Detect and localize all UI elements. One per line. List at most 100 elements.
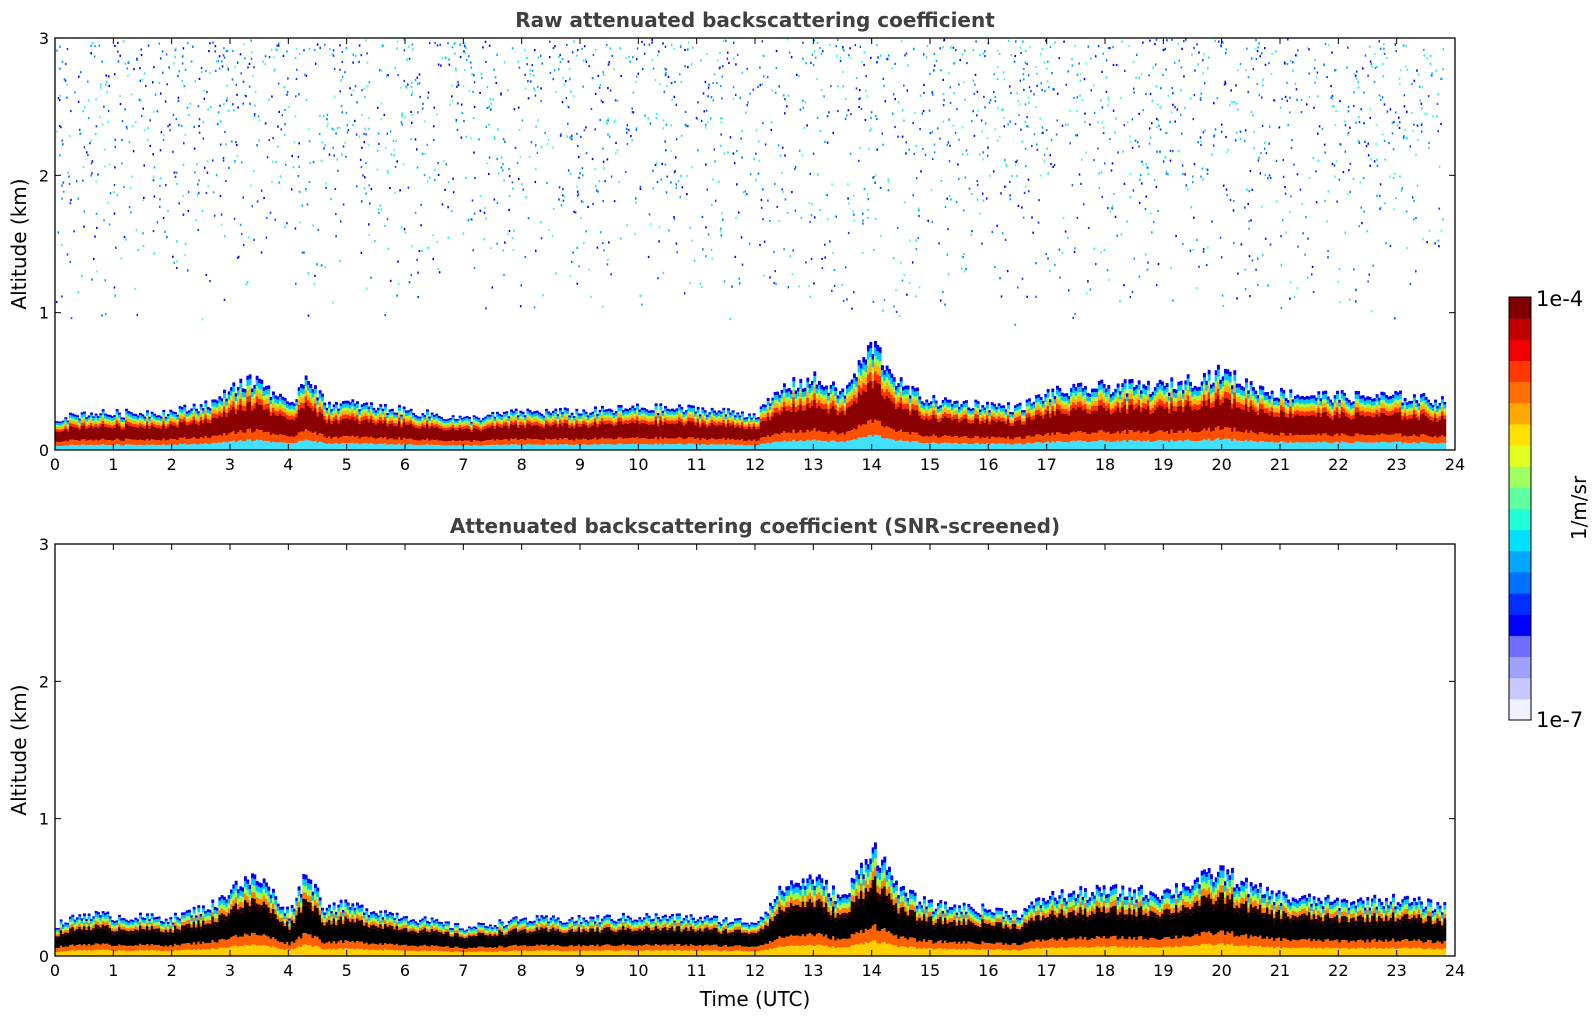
noise-speck: [1089, 123, 1091, 126]
profile-column: [330, 910, 334, 956]
noise-speck: [1383, 139, 1386, 142]
noise-speck: [419, 95, 421, 99]
noise-speck: [585, 230, 587, 233]
noise-speck: [1335, 160, 1338, 163]
noise-speck: [1222, 304, 1225, 307]
noise-speck: [77, 100, 80, 103]
noise-speck: [979, 54, 981, 57]
noise-speck: [569, 136, 571, 139]
noise-speck: [1423, 54, 1426, 57]
profile-column: [421, 918, 425, 956]
noise-speck: [1343, 120, 1346, 123]
noise-speck: [1036, 143, 1038, 146]
noise-speck: [720, 227, 722, 230]
noise-speck: [1122, 150, 1124, 153]
profile-column: [1392, 394, 1395, 450]
noise-speck: [761, 188, 764, 191]
noise-speck: [332, 146, 334, 149]
noise-speck: [982, 52, 984, 55]
noise-speck: [1003, 78, 1006, 81]
noise-speck: [859, 45, 862, 48]
profile-column: [1303, 397, 1307, 450]
noise-speck: [1379, 207, 1381, 211]
noise-speck: [384, 314, 386, 317]
noise-speck: [1090, 57, 1092, 60]
noise-speck: [567, 60, 570, 63]
profile-column: [524, 415, 527, 450]
profile-column: [295, 399, 299, 450]
colorbar-step: [1509, 635, 1531, 658]
noise-speck: [981, 130, 983, 133]
noise-speck: [1101, 121, 1104, 124]
noise-speck: [114, 44, 116, 47]
noise-speck: [1264, 173, 1266, 177]
noise-speck: [225, 143, 227, 146]
noise-speck: [525, 196, 528, 199]
noise-speck: [1156, 125, 1158, 128]
noise-speck: [1017, 204, 1020, 207]
noise-speck: [775, 282, 777, 285]
noise-speck: [1112, 63, 1115, 67]
noise-speck: [127, 74, 129, 77]
profile-column: [556, 414, 560, 450]
noise-speck: [994, 265, 996, 268]
noise-speck: [1284, 95, 1287, 98]
noise-speck: [513, 108, 516, 111]
profile-column: [552, 410, 555, 450]
noise-speck: [764, 143, 767, 146]
noise-speck: [56, 49, 58, 52]
noise-speck: [713, 73, 716, 76]
profile-column: [143, 918, 147, 956]
profile-column: [407, 410, 411, 450]
noise-speck: [762, 122, 764, 125]
profile-column: [601, 918, 604, 956]
profile-column: [463, 930, 467, 956]
noise-speck: [705, 109, 708, 112]
noise-speck: [798, 75, 800, 78]
noise-speck: [957, 163, 959, 166]
noise-speck: [876, 61, 878, 64]
profile-column: [657, 413, 660, 450]
noise-speck: [907, 64, 909, 67]
noise-speck: [59, 99, 61, 102]
profile-column: [297, 886, 301, 956]
profile-column: [647, 410, 651, 450]
noise-speck: [397, 74, 399, 77]
noise-speck: [1249, 170, 1252, 173]
noise-speck: [870, 116, 872, 119]
noise-speck: [819, 129, 822, 133]
noise-speck: [1330, 85, 1332, 88]
noise-speck: [164, 100, 167, 103]
noise-speck: [1364, 54, 1367, 57]
noise-speck: [833, 284, 836, 287]
noise-speck: [473, 74, 475, 77]
profile-column: [244, 876, 247, 956]
noise-speck: [417, 296, 419, 299]
noise-speck: [1159, 150, 1161, 153]
noise-speck: [358, 60, 360, 63]
noise-speck: [507, 89, 509, 92]
noise-speck: [1398, 77, 1401, 80]
noise-speck: [824, 256, 826, 259]
profile-column: [316, 887, 320, 956]
noise-speck: [396, 294, 398, 297]
noise-speck: [407, 186, 410, 189]
noise-speck: [607, 258, 609, 261]
noise-speck: [1093, 84, 1095, 87]
noise-speck: [755, 129, 758, 132]
noise-speck: [399, 189, 401, 192]
profile-column: [1280, 387, 1283, 450]
profile-column: [871, 353, 875, 450]
noise-speck: [562, 188, 564, 191]
noise-speck: [602, 200, 604, 203]
noise-speck: [1148, 142, 1151, 145]
noise-speck: [159, 57, 162, 60]
profile-column: [748, 413, 751, 450]
noise-speck: [886, 58, 889, 61]
noise-speck: [1409, 145, 1412, 148]
noise-speck: [721, 117, 724, 120]
profile-column: [1035, 395, 1038, 450]
noise-speck: [1275, 200, 1278, 203]
x-tick-label: 8: [517, 961, 527, 980]
profile-column: [685, 410, 688, 450]
